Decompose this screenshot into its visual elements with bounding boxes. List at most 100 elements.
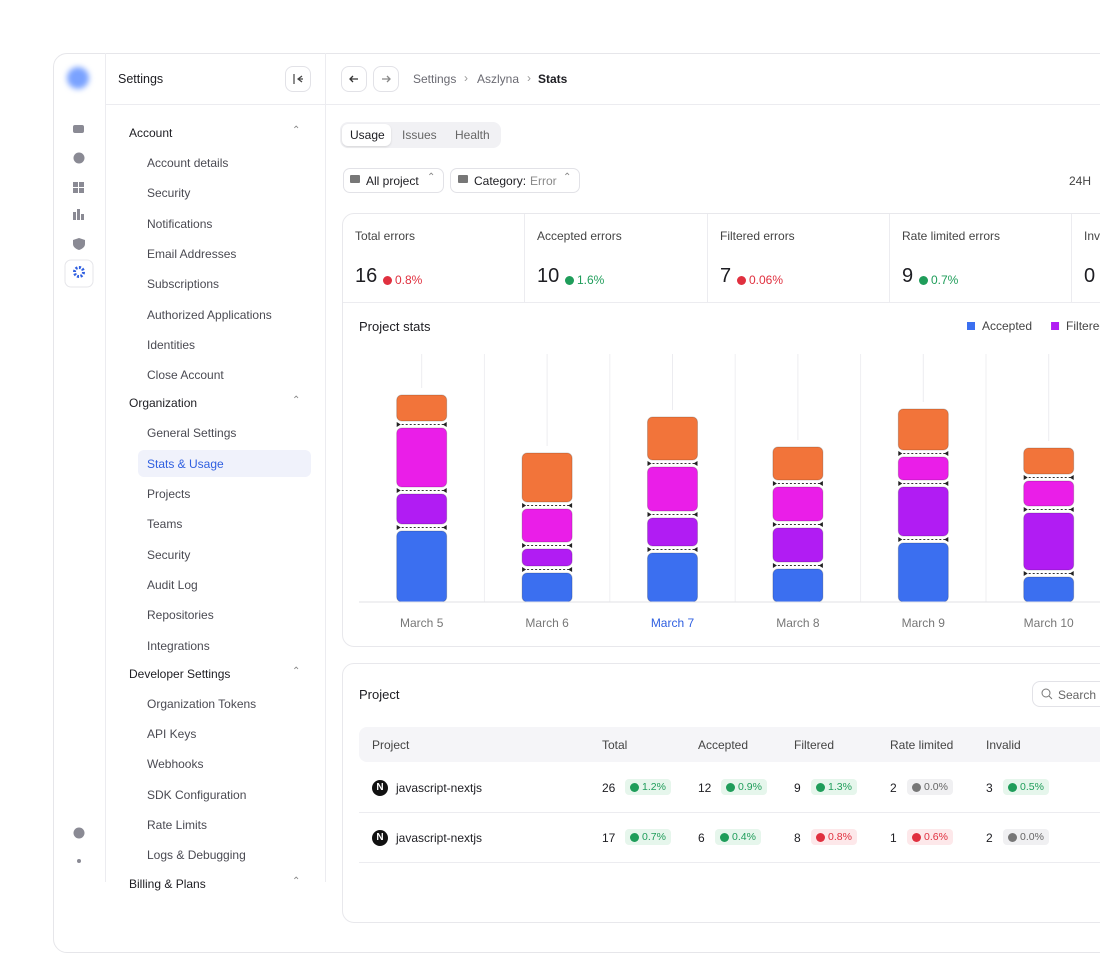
x-tick-label: March 6 [525,616,569,630]
nav-item[interactable]: Security [147,186,191,201]
change-badge: 0.8% [811,829,857,845]
change-badge: 0.0% [907,779,953,795]
change-badge: 0.9% [721,779,767,795]
nav-item[interactable]: Authorized Applications [147,307,272,322]
x-tick-label: March 7 [651,616,695,630]
icon[interactable] [73,182,84,193]
change-value: 0.0% [924,781,948,793]
cell-value: 9 [794,781,801,795]
bar-segment [647,517,698,547]
nav-group[interactable]: Account [129,126,173,140]
bar-segment [1023,512,1075,571]
divider [105,104,1100,105]
bar-segment [1023,447,1075,475]
bar-segment [521,508,573,543]
bar-segment [897,456,949,481]
nav-item[interactable]: General Settings [147,426,237,441]
tab[interactable]: Usage [350,128,385,142]
active-tab-bg [342,124,391,146]
column-header: Accepted [698,738,749,752]
active-icon-bg[interactable] [64,259,94,288]
nav-item[interactable]: API Keys [147,727,197,742]
range-button[interactable]: 24H [1069,174,1092,188]
nav-item[interactable]: Rate Limits [147,818,208,832]
nav-item[interactable]: SDK Configuration [147,787,247,802]
nav-item[interactable]: Security [147,547,191,562]
metric-value: 10 [537,265,560,287]
icon[interactable] [73,125,84,133]
nav-item[interactable]: Projects [147,487,191,501]
change-value: 0.5% [1020,781,1044,793]
nav-item[interactable]: Teams [147,517,183,532]
bar-segment [521,572,573,603]
trend-icon [816,782,825,792]
nav-group[interactable]: Developer Settings [129,666,231,681]
nav-item[interactable]: Notifications [147,216,213,231]
icon[interactable] [73,827,85,839]
search-box[interactable] [1032,681,1100,707]
bar-segment [897,408,949,451]
nav-item[interactable]: Repositories [147,608,214,623]
category-filter-value: Error [530,174,557,188]
bar-segment [396,493,448,525]
icon [382,75,391,83]
category-filter-label: Category: [474,174,527,188]
icon[interactable] [73,209,84,220]
legend-label: Filtered [1066,319,1100,333]
legend-swatch [967,322,975,330]
icon [350,175,360,183]
nav-item[interactable]: Logs & Debugging [147,848,246,863]
logo [67,67,89,89]
icon[interactable] [77,859,81,863]
metric-label: Total errors [355,229,416,243]
chart-title: Project stats [359,319,431,334]
change-value: 0.6% [924,831,948,843]
nav-item[interactable]: Organization Tokens [147,696,257,711]
metric-label: Inv [1084,229,1100,243]
change-badge: 0.06% [737,273,783,287]
icon[interactable] [73,152,85,164]
nav-item[interactable]: Stats & Usage [147,456,224,471]
divider [343,302,1100,303]
nav-item[interactable]: Audit Log [147,577,198,592]
nav-item[interactable]: Subscriptions [147,277,220,292]
forward-button[interactable] [373,66,399,92]
nav-item[interactable]: Close Account [147,368,224,383]
nav-item[interactable]: Webhooks [147,757,204,772]
back-button[interactable] [341,66,367,92]
icon[interactable] [73,238,85,250]
bar-segment [772,527,824,563]
icon-rail [64,125,94,863]
category-filter[interactable] [450,168,580,193]
nav-group[interactable]: Billing & Plans [129,876,206,891]
change-badge: 0.8% [383,273,422,287]
change-value: 0.8% [828,831,852,843]
change-value: 0.0% [1020,831,1044,843]
bar-segment [647,552,698,603]
collapse-button[interactable] [285,66,311,92]
trend-icon [630,832,639,842]
bar-segment [647,416,698,461]
project-filter[interactable] [343,168,444,193]
breadcrumb[interactable]: Aszlyna [477,72,520,86]
project-logo: N [372,830,388,846]
icon[interactable] [73,266,85,278]
search-icon [1041,688,1053,700]
x-tick-label: March 5 [400,616,444,630]
change-badge: 0.0% [1003,829,1049,845]
nav-item[interactable]: Email Addresses [147,246,237,261]
breadcrumb[interactable]: Settings [413,72,457,86]
nav-group[interactable]: Organization [129,396,198,411]
cell-value: 12 [698,781,712,795]
icon [349,75,358,83]
trend-icon [1008,832,1017,842]
nav-item[interactable]: Account details [147,156,229,170]
row-divider [359,862,1100,863]
tab[interactable]: Issues [402,128,437,142]
tab[interactable]: Health [455,128,490,142]
nav-item[interactable]: Integrations [147,638,210,653]
nav-item[interactable]: Identities [147,337,196,352]
bar-segment [396,394,448,422]
change-badge: 1.2% [625,779,671,795]
bar-segment [521,548,573,567]
